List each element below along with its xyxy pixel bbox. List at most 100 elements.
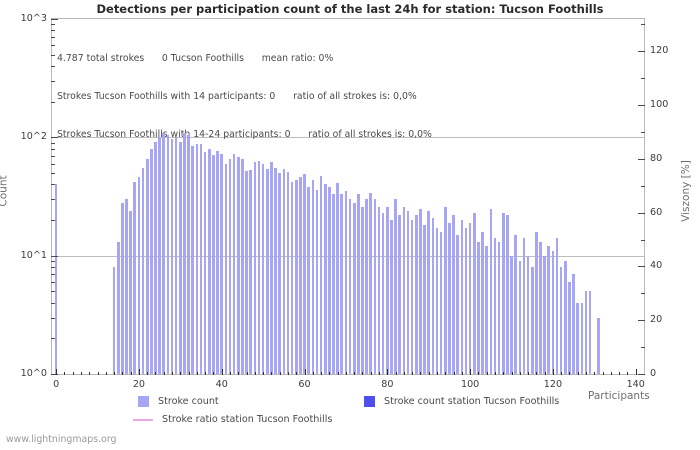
y-tick-major xyxy=(51,374,58,375)
x-tick-minor xyxy=(594,372,596,375)
x-tick-minor xyxy=(147,372,149,375)
bar xyxy=(307,187,310,374)
bar xyxy=(568,281,571,374)
bar xyxy=(547,246,551,374)
bar xyxy=(328,187,331,374)
bar xyxy=(357,194,360,374)
y-tick-minor xyxy=(51,273,55,275)
y-axis-title-right: Viszony [%] xyxy=(679,160,692,222)
bar xyxy=(555,238,559,374)
y-tick-right-minor xyxy=(641,239,645,241)
x-tick-minor xyxy=(494,372,496,375)
x-tick-minor xyxy=(321,372,323,375)
y-tick-minor xyxy=(51,80,55,82)
bar xyxy=(402,206,406,374)
bar xyxy=(464,228,468,374)
x-tick-minor xyxy=(354,372,356,375)
bar xyxy=(352,202,356,374)
x-tick-minor xyxy=(345,372,347,375)
y-tick-major xyxy=(51,255,58,257)
y-tick-major xyxy=(51,19,58,20)
x-tick-minor xyxy=(619,372,621,375)
bar xyxy=(195,143,199,374)
x-tick-minor xyxy=(561,372,563,375)
bar xyxy=(427,210,431,374)
x-tick-minor xyxy=(428,372,430,375)
x-tick-minor xyxy=(114,372,116,375)
annotation-line-3: Strokes Tucson Foothills with 14-24 part… xyxy=(57,128,432,140)
x-tick-minor xyxy=(122,372,124,375)
bar xyxy=(228,158,232,374)
bar xyxy=(439,231,443,374)
x-tick-minor xyxy=(362,372,364,375)
bar xyxy=(224,163,228,374)
legend-label-stroke-ratio-station: Stroke ratio station Tucson Foothills xyxy=(162,414,333,425)
y-tick-right-minor xyxy=(641,293,645,295)
annotation-line-1: 4.787 total strokes 0 Tucson Foothills m… xyxy=(57,53,334,65)
bar xyxy=(162,133,166,374)
y-tick-minor xyxy=(51,54,55,56)
y-tick-minor xyxy=(51,184,55,186)
bar xyxy=(365,199,368,374)
x-tick-minor xyxy=(503,372,505,375)
x-tick-minor xyxy=(395,372,397,375)
x-tick-minor xyxy=(379,372,381,375)
bar xyxy=(423,225,426,374)
x-axis-label: 0 xyxy=(53,379,60,390)
x-axis-label: 140 xyxy=(626,379,645,390)
bar xyxy=(282,169,286,374)
y-tick-minor xyxy=(51,338,55,340)
bar xyxy=(580,302,584,374)
bar xyxy=(203,152,207,374)
bar xyxy=(415,215,418,374)
bar xyxy=(485,246,488,374)
bar xyxy=(299,177,302,374)
y-tick-right-major xyxy=(638,320,645,322)
bar xyxy=(257,161,261,374)
x-tick-minor xyxy=(528,372,530,375)
bar xyxy=(431,217,435,374)
bar xyxy=(468,222,472,374)
y-tick-minor xyxy=(51,155,55,157)
bar xyxy=(261,163,265,374)
x-axis-label: 40 xyxy=(215,379,228,390)
x-tick-minor xyxy=(205,372,207,375)
legend-item-stroke-count-station: Stroke count station Tucson Foothills xyxy=(364,396,559,407)
x-tick-major xyxy=(470,369,472,375)
bar xyxy=(514,234,517,374)
bar xyxy=(506,215,509,374)
x-tick-minor xyxy=(544,372,546,375)
y-tick-right-minor xyxy=(641,131,645,133)
x-tick-minor xyxy=(453,372,455,375)
y-tick-right-minor xyxy=(641,24,645,26)
legend-swatch-stroke-count xyxy=(138,396,149,407)
y-tick-minor xyxy=(51,30,55,32)
x-tick-minor xyxy=(230,372,231,375)
x-tick-minor xyxy=(296,372,298,375)
x-tick-minor xyxy=(287,372,289,375)
bar xyxy=(236,157,240,374)
bar xyxy=(290,181,294,374)
bar xyxy=(154,141,157,374)
x-axis-label: 20 xyxy=(132,379,146,390)
bar xyxy=(386,206,389,374)
x-tick-major xyxy=(221,369,223,375)
bar xyxy=(419,208,422,374)
bar xyxy=(278,172,281,374)
bar xyxy=(472,212,476,374)
y-tick-right-minor xyxy=(641,78,645,80)
x-tick-minor xyxy=(238,372,240,375)
x-tick-major xyxy=(138,369,140,375)
x-tick-minor xyxy=(486,372,488,375)
y-axis-label: 10^2 xyxy=(20,131,47,143)
x-tick-minor xyxy=(511,372,513,375)
y-tick-minor xyxy=(51,281,55,283)
x-tick-minor xyxy=(412,372,414,375)
bar xyxy=(530,267,534,374)
x-tick-minor xyxy=(370,372,372,375)
bar xyxy=(377,206,381,374)
x-tick-minor xyxy=(627,372,629,375)
x-tick-minor xyxy=(569,372,571,375)
bar xyxy=(323,184,327,374)
x-tick-minor xyxy=(602,372,604,375)
